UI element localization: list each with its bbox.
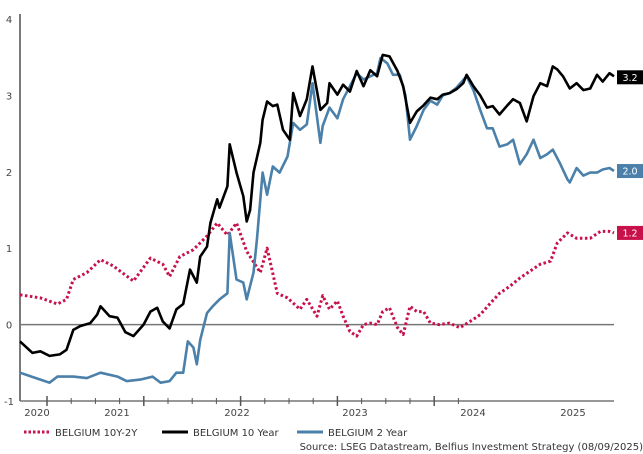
end-labels: 1.2 3.2 2.0 (617, 70, 643, 240)
legend-label: BELGIUM 10 Year (193, 428, 280, 439)
legend-label: BELGIUM 2 Year (328, 428, 408, 439)
y-tick-label: -1 (4, 397, 14, 408)
series-line-belgium-10-year (19, 53, 615, 358)
y-tick-label: 3 (6, 91, 12, 102)
y-tick-label: 4 (6, 15, 12, 26)
axes: -1 0 1 2 3 4 2020 2021 2022 2023 2024 2025 (4, 14, 614, 419)
end-label-value: 3.2 (622, 73, 637, 84)
x-tick-label: 2024 (460, 408, 485, 419)
series-lines (19, 53, 615, 384)
y-tick-label: 2 (6, 168, 12, 179)
series-line-belgium-2-year (19, 56, 615, 384)
end-label-value: 2.0 (622, 167, 637, 178)
x-tick-label: 2021 (104, 408, 129, 419)
source-note: Source: LSEG Datastream, Belfius Investm… (300, 442, 643, 453)
end-label-box (617, 225, 643, 240)
x-tick-label: 2020 (24, 408, 49, 419)
legend-label: BELGIUM 10Y-2Y (55, 428, 138, 439)
x-tick-label: 2023 (342, 408, 367, 419)
series-line-belgium-10y-2y (19, 221, 615, 338)
x-tick-label: 2022 (224, 408, 249, 419)
legend: BELGIUM 10Y-2Y BELGIUM 10 Year BELGIUM 2 Y… (24, 428, 408, 439)
y-tick-label: 1 (6, 244, 12, 255)
x-tick-label: 2025 (560, 408, 585, 419)
y-tick-label: 0 (6, 321, 12, 332)
end-label-box (617, 70, 643, 85)
end-label-value: 1.2 (622, 228, 637, 239)
end-label-box (617, 164, 643, 179)
